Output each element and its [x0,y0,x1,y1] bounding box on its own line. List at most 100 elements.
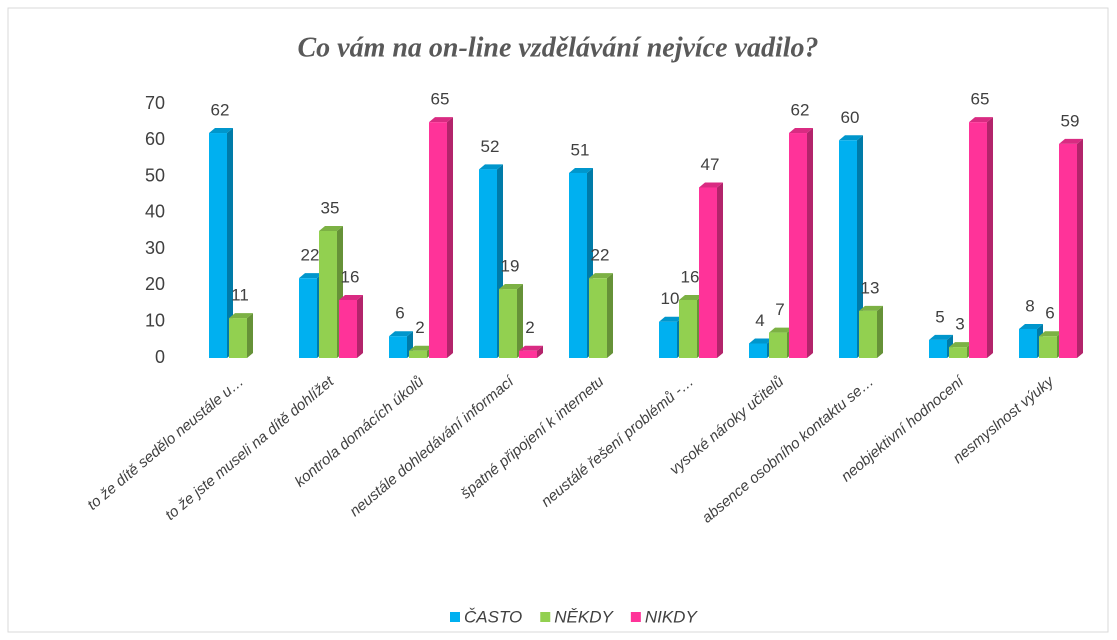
value-label: 6 [1045,304,1054,323]
bar-top [429,117,453,123]
bar-front [499,289,517,358]
bar-side [607,273,613,358]
bar-front [519,350,537,358]
value-label: 11 [231,286,249,305]
value-label: 6 [395,304,404,323]
bar-side [857,135,863,358]
bar-front [679,299,697,358]
bar [429,117,453,359]
value-label: 8 [1025,296,1034,315]
bar-front [299,278,317,358]
value-label: 22 [301,246,320,265]
bar-side [807,128,813,358]
bar-side [517,284,523,358]
bar [499,284,523,358]
chart-title: Co vám na on-line vzdělávání nejvíce vad… [297,32,818,63]
value-label: 60 [841,108,860,127]
bar-top [519,345,543,351]
legend-label: ČASTO [464,607,522,626]
bar-side [717,182,723,358]
y-tick-label: 0 [155,347,165,367]
value-label: 16 [341,267,360,286]
bar-top [789,128,813,134]
bar-front [319,231,337,358]
bar [519,345,543,358]
bar [859,305,883,358]
bar-side [357,294,363,358]
bar [209,128,233,358]
value-label: 35 [321,198,340,217]
value-label: 5 [935,307,944,326]
bar-front [589,278,607,358]
y-tick-label: 20 [145,274,165,294]
legend-swatch [450,612,460,622]
bar-front [479,169,497,358]
bar [589,273,613,358]
y-tick-label: 50 [145,165,165,185]
y-tick-label: 10 [145,310,165,330]
bar-top [969,117,993,123]
bar [839,135,863,358]
bar-top [479,164,503,170]
legend-swatch [540,612,551,622]
bar-side [227,128,233,358]
bar-top [1059,138,1083,144]
bar-front [389,336,407,358]
bar-side [877,305,883,358]
bar-top [299,273,323,279]
bar-front [949,347,967,358]
bar-front [209,133,227,358]
value-label: 59 [1061,111,1080,130]
value-label: 3 [955,315,964,334]
bar-front [1039,336,1057,358]
bar-front [429,122,447,359]
bar-top [229,313,253,319]
value-label: 65 [971,90,990,109]
bar-top [589,273,613,279]
bar-top [859,305,883,311]
bar-top [679,294,703,300]
bar-front [749,343,767,358]
bar-front [409,350,427,358]
value-label: 4 [755,311,764,330]
bar-side [537,345,543,358]
bar-top [339,294,363,300]
bar-front [569,172,587,358]
y-tick-label: 40 [145,202,165,222]
bar [1059,138,1083,358]
bar-front [769,332,787,358]
bar-top [319,226,343,231]
bar [789,128,813,358]
bar [969,117,993,359]
bar [569,167,593,358]
chart-border [7,7,1109,633]
y-tick-label: 60 [145,129,165,149]
legend-swatch [630,612,641,622]
bar-side [447,117,453,359]
bar-top [1019,323,1043,329]
bar-top [769,327,793,333]
bar-top [659,316,683,322]
y-tick-label: 30 [145,238,165,258]
value-label: 2 [525,318,534,337]
bar-top [699,182,723,188]
bar-top [569,167,593,173]
bar-side [247,313,253,358]
value-label: 19 [501,257,520,276]
legend-label: NIKDY [645,607,699,626]
value-label: 22 [591,246,610,265]
y-tick-label: 70 [145,93,165,113]
value-label: 13 [861,278,880,297]
bar-top [389,331,413,337]
value-label: 62 [211,101,230,120]
bar-top [949,342,973,348]
bar-side [1077,138,1083,358]
bar-front [839,140,857,358]
bar-top [839,135,863,141]
bar-front [1059,143,1077,358]
value-label: 10 [661,289,680,308]
bar-top [929,334,953,340]
bar-front [339,299,357,358]
bar [229,313,253,358]
bar-front [659,321,677,358]
